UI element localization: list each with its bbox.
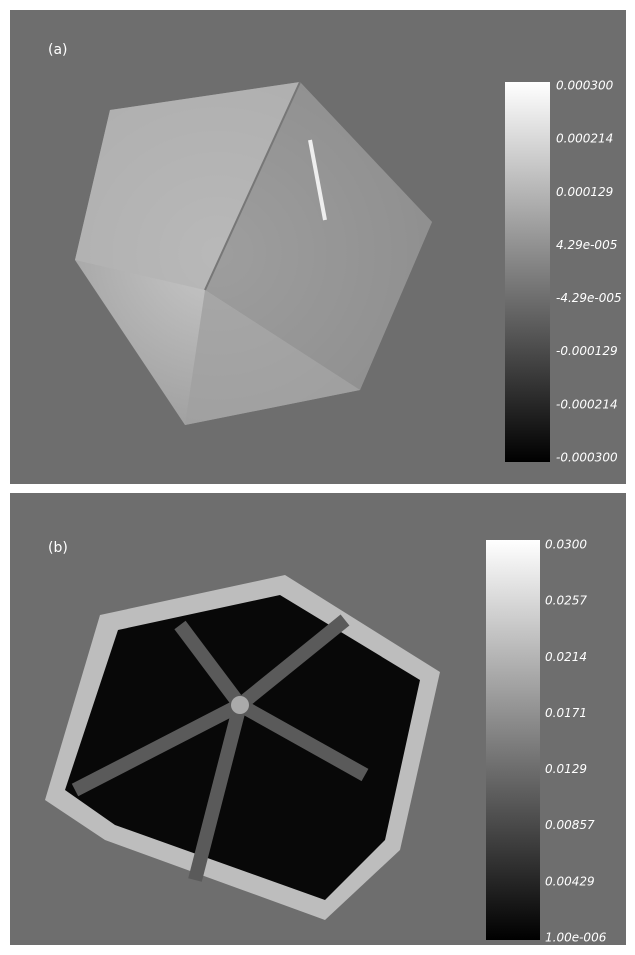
panel-label: (b)	[48, 540, 68, 556]
colorbar-label: 0.00429	[545, 874, 595, 888]
render-b	[45, 575, 440, 920]
colorbar-label: 0.000300	[556, 79, 614, 93]
colorbar-label: 0.0257	[545, 594, 587, 608]
colorbar-label: 1.00e-006	[545, 931, 607, 945]
colorbar-label: 0.0214	[545, 650, 587, 664]
colorbar-label: -0.000214	[556, 397, 618, 411]
colorbar-label: -0.000129	[556, 344, 618, 358]
colorbar-label: 4.29e-005	[556, 238, 617, 252]
render-a	[75, 81, 432, 425]
colorbar-label: 0.0300	[545, 538, 587, 552]
panel-label: (a)	[48, 42, 68, 58]
colorbar-label: 0.000214	[556, 132, 613, 146]
colorbar-label: 0.0171	[545, 706, 587, 720]
colorbar-label: -4.29e-005	[556, 291, 622, 305]
colorbar-a	[505, 82, 550, 462]
colorbar-label: 0.00857	[545, 818, 595, 832]
colorbar-label: 0.0129	[545, 762, 587, 776]
colorbar-label: 0.000129	[556, 185, 613, 199]
colorbar-label: -0.000300	[556, 451, 618, 465]
colorbar-b	[486, 540, 540, 940]
